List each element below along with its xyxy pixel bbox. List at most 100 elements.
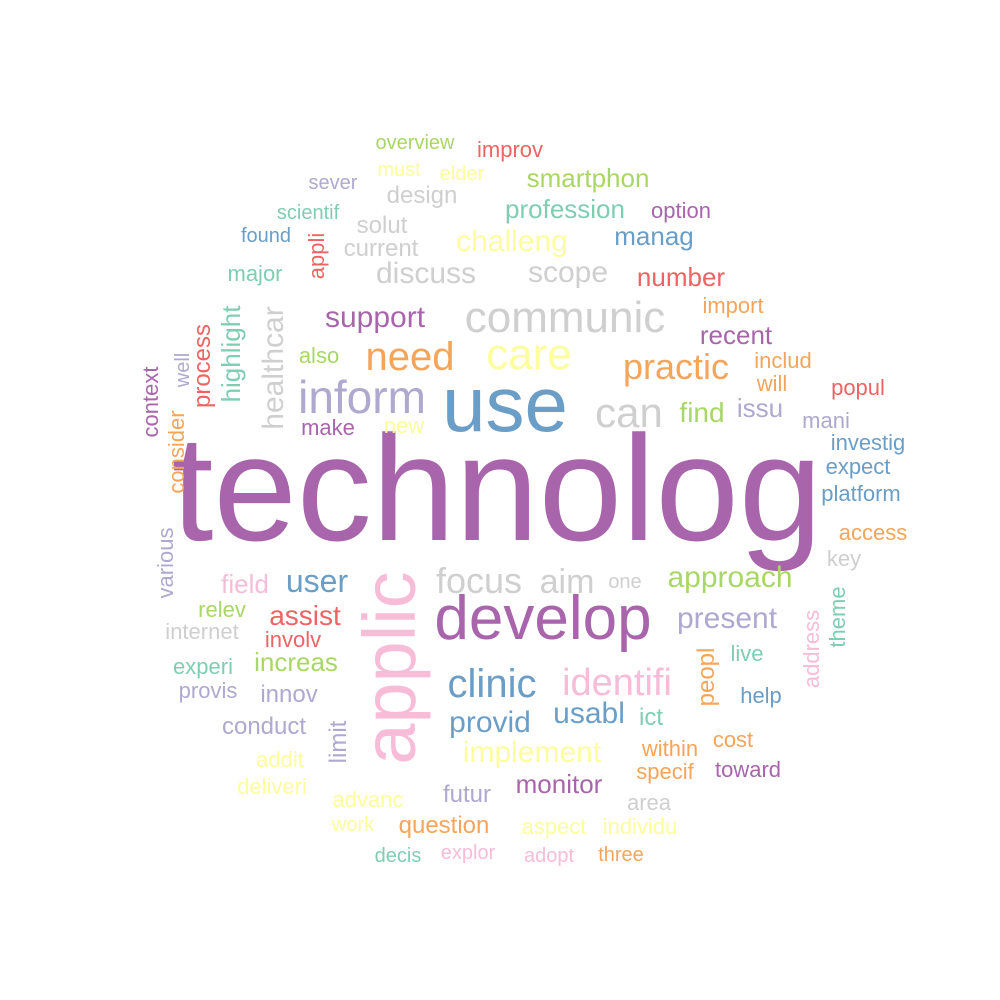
word-import: import — [702, 293, 764, 318]
word-communic: communic — [464, 293, 666, 342]
word-current: current — [343, 235, 419, 262]
word-investig: investig — [830, 430, 906, 455]
word-major: major — [227, 261, 283, 286]
word-smartphon: smartphon — [526, 163, 650, 193]
word-scientif: scientif — [276, 202, 340, 224]
word-challeng: challeng — [456, 225, 568, 258]
word-one: one — [608, 571, 642, 593]
word-highlight: highlight — [216, 305, 246, 403]
word-limit: limit — [325, 720, 352, 764]
word-advanc: advanc — [332, 787, 404, 812]
word-elder: elder — [439, 163, 485, 185]
word-area: area — [626, 790, 672, 815]
word-practic: practic — [622, 346, 730, 387]
word-care: care — [486, 330, 572, 379]
word-question: question — [398, 812, 490, 839]
word-aim: aim — [539, 563, 595, 601]
word-field: field — [221, 569, 269, 599]
word-deliveri: deliveri — [237, 774, 307, 799]
word-assist: assist — [269, 600, 341, 631]
word-option: option — [651, 198, 711, 223]
word-need: need — [365, 335, 455, 379]
word-clinic: clinic — [447, 662, 537, 706]
word-access: access — [838, 520, 908, 545]
word-internet: internet — [165, 619, 239, 644]
word-addit: addit — [256, 747, 304, 772]
word-discuss: discuss — [375, 257, 477, 290]
word-applic: applic — [348, 571, 431, 765]
word-process: process — [189, 323, 216, 409]
word-various: various — [153, 527, 178, 599]
word-support: support — [324, 301, 426, 334]
word-make: make — [301, 415, 355, 440]
word-popul: popul — [831, 375, 885, 400]
word-identifi: identifi — [562, 662, 672, 704]
word-well: well — [172, 352, 194, 388]
word-increas: increas — [254, 647, 338, 677]
word-theme: theme — [825, 586, 850, 648]
word-ict: ict — [639, 704, 663, 731]
word-implement: implement — [462, 736, 602, 769]
word-explor: explor — [440, 842, 496, 864]
word-individu: individu — [602, 814, 678, 839]
word-overview: overview — [375, 132, 455, 154]
word-consider: consider — [164, 410, 189, 494]
word-context: context — [138, 366, 163, 438]
word-decis: decis — [374, 845, 422, 867]
word-peopl: peopl — [693, 647, 720, 707]
word-also: also — [298, 343, 340, 368]
word-specif: specif — [636, 759, 694, 784]
word-will: will — [756, 371, 788, 396]
word-monitor: monitor — [515, 769, 603, 799]
word-live: live — [730, 641, 764, 666]
word-mani: mani — [802, 408, 850, 433]
word-expect: expect — [825, 454, 891, 479]
word-manag: manag — [614, 221, 694, 251]
word-three: three — [598, 844, 644, 866]
word-use: use — [442, 360, 568, 448]
word-provis: provis — [178, 678, 238, 703]
word-number: number — [636, 262, 726, 292]
word-work: work — [331, 814, 375, 836]
word-experi: experi — [173, 654, 233, 679]
word-conduct: conduct — [221, 713, 307, 740]
word-found: found — [240, 225, 292, 247]
word-improv: improv — [476, 137, 544, 162]
word-sever: sever — [308, 172, 358, 194]
word-develop: develop — [434, 584, 652, 653]
word-inform: inform — [298, 371, 426, 423]
word-design: design — [386, 182, 458, 209]
word-involv: involv — [264, 627, 322, 652]
word-focus: focus — [435, 560, 523, 601]
word-provid: provid — [449, 706, 531, 739]
word-innov: innov — [260, 681, 318, 708]
word-relev: relev — [198, 597, 246, 622]
word-help: help — [740, 683, 782, 708]
word-new: new — [383, 413, 425, 438]
word-toward: toward — [714, 757, 782, 782]
word-issu: issu — [736, 393, 784, 423]
word-technolog: technolog — [171, 404, 823, 572]
word-key: key — [826, 546, 862, 571]
word-healthcar: healthcar — [257, 306, 290, 430]
word-scope: scope — [527, 256, 609, 289]
word-address: address — [799, 609, 824, 689]
word-platform: platform — [821, 481, 901, 506]
word-profession: profession — [505, 194, 625, 224]
word-appli: appli — [304, 232, 329, 280]
word-cost: cost — [712, 727, 754, 752]
word-approach: approach — [667, 561, 793, 594]
word-recent: recent — [699, 320, 773, 350]
word-adopt: adopt — [523, 845, 575, 867]
word-find: find — [679, 397, 725, 428]
word-present: present — [676, 602, 778, 635]
word-futur: futur — [442, 781, 492, 808]
word-aspect: aspect — [521, 814, 587, 839]
word-must: must — [377, 159, 421, 181]
word-user: user — [285, 563, 349, 599]
word-within: within — [641, 736, 699, 761]
word-can: can — [595, 389, 663, 436]
word-solut: solut — [356, 212, 408, 239]
word-includ: includ — [754, 348, 812, 373]
